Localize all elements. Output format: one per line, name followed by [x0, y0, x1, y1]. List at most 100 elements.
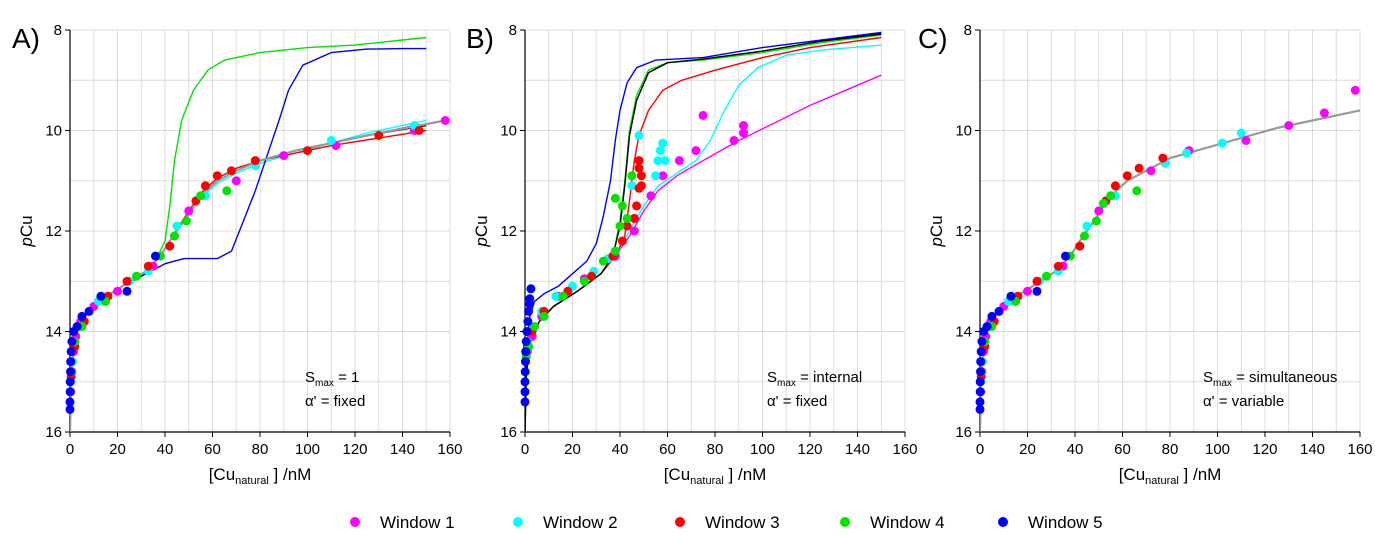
legend-item-3: Window 3	[675, 513, 780, 532]
data-point	[634, 131, 644, 140]
x-axis-label-tail: ] /nM	[1179, 465, 1222, 484]
legend-item-5: Window 5	[998, 513, 1103, 532]
x-tick-label: 80	[252, 441, 269, 458]
y-axis-label: pCu	[472, 215, 491, 247]
legend-marker	[998, 517, 1008, 527]
x-tick-label: 140	[1300, 441, 1325, 458]
series-window-2	[66, 121, 419, 387]
data-point	[1132, 186, 1142, 196]
series-window-4	[521, 171, 637, 362]
data-point	[84, 306, 94, 316]
data-point	[587, 271, 596, 281]
data-point	[200, 181, 210, 191]
x-tick-label: 0	[66, 441, 74, 458]
y-axis-label-rest: Cu	[927, 215, 946, 237]
data-point	[1023, 286, 1032, 296]
data-point	[627, 171, 637, 181]
chart-panel-1: 0 20 40 60 80 100 120 140 160 8 10 12 14 16 A) pCu [Cuna…	[12, 22, 463, 487]
data-point	[1122, 171, 1132, 181]
data-point	[674, 156, 684, 166]
data-point	[227, 166, 236, 176]
series-window-5	[65, 251, 160, 414]
data-point	[143, 261, 153, 271]
data-point	[414, 126, 424, 135]
data-point	[610, 246, 620, 256]
grid	[69, 29, 451, 433]
data-point	[610, 193, 620, 203]
data-point	[1053, 261, 1063, 271]
data-point	[987, 311, 997, 321]
data-point	[172, 221, 182, 231]
data-point	[982, 322, 992, 331]
x-axis-label-tail: ] /nM	[724, 465, 767, 484]
data-point	[165, 241, 175, 251]
series-window-2	[976, 128, 1246, 387]
y-tick-label: 8	[509, 22, 517, 39]
data-point	[1182, 148, 1192, 158]
data-point	[977, 337, 987, 346]
data-point	[303, 146, 312, 156]
x-tick-label: 0	[521, 441, 529, 458]
data-point	[222, 186, 232, 196]
data-point	[976, 347, 986, 357]
data-point	[181, 216, 191, 226]
data-point	[658, 138, 668, 148]
data-point	[634, 156, 644, 166]
data-point	[525, 294, 535, 304]
y-axis-label: pCu	[17, 215, 36, 247]
annotation-smax: Smax = simultaneous	[1203, 369, 1337, 389]
x-tick-label: 140	[390, 441, 415, 458]
data-point	[617, 236, 627, 246]
legend-marker	[350, 517, 360, 527]
annotation-smax-value: = internal	[796, 369, 862, 386]
legend-label: Window 2	[543, 513, 618, 532]
data-point	[636, 181, 646, 191]
data-point	[660, 156, 670, 166]
data-point	[77, 311, 87, 321]
data-point	[1284, 121, 1294, 130]
data-point	[975, 377, 985, 387]
x-tick-label: 20	[564, 441, 581, 458]
data-point	[521, 347, 531, 357]
data-point	[1032, 276, 1042, 286]
data-point	[646, 191, 656, 201]
data-point	[976, 367, 985, 377]
data-point	[1146, 166, 1156, 176]
data-point	[151, 251, 160, 261]
data-point	[96, 291, 106, 301]
data-point	[1110, 181, 1120, 191]
x-tick-label: 160	[437, 441, 462, 458]
data-point	[598, 256, 608, 266]
panel-label: C)	[918, 23, 948, 54]
y-tick-label: 14	[500, 324, 517, 341]
x-tick-label: 40	[1067, 441, 1084, 458]
data-point	[617, 201, 627, 211]
data-point	[622, 213, 632, 223]
model-line-5	[70, 47, 427, 432]
y-axis-label-rest: Cu	[472, 215, 491, 237]
x-axis-label: [Cunatural ] /nM	[664, 465, 767, 487]
y-tick-label: 14	[45, 324, 62, 341]
x-tick-label: 120	[342, 441, 367, 458]
data-point	[975, 397, 985, 407]
data-point	[975, 404, 985, 414]
legend-marker	[513, 517, 523, 527]
data-point	[522, 327, 532, 336]
data-point	[634, 163, 644, 173]
x-tick-label: 60	[1114, 441, 1131, 458]
x-tick-label: 120	[797, 441, 822, 458]
data-point	[523, 317, 533, 326]
x-tick-label: 160	[1347, 441, 1372, 458]
y-tick-label: 16	[45, 424, 62, 441]
x-tick-label: 160	[892, 441, 917, 458]
data-point	[729, 136, 739, 145]
data-point	[636, 171, 646, 181]
x-axis-label-tail: ] /nM	[269, 465, 312, 484]
legend-label: Window 5	[1028, 513, 1103, 532]
data-point	[65, 404, 75, 414]
data-point	[976, 357, 986, 367]
y-tick-label: 14	[955, 324, 972, 341]
data-point	[521, 337, 531, 346]
data-point	[629, 213, 639, 223]
x-tick-label: 40	[612, 441, 629, 458]
